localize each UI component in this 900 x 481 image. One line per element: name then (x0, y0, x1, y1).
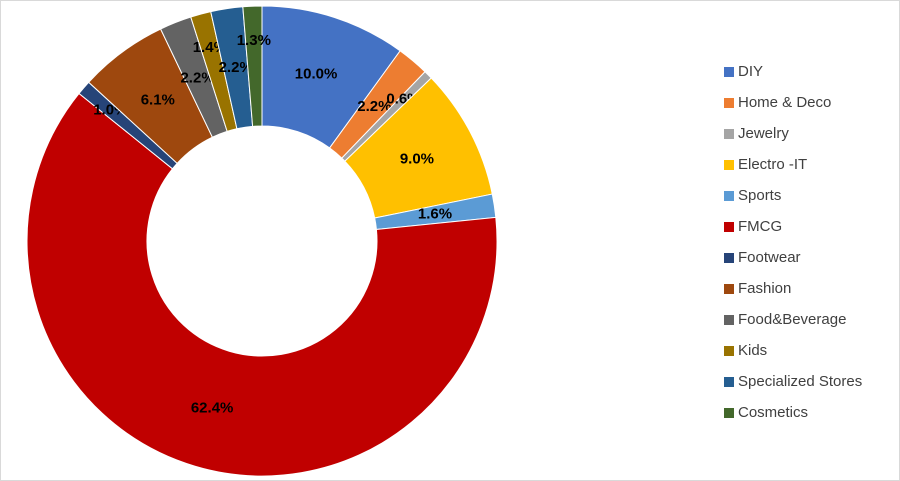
legend-label: Cosmetics (738, 404, 808, 421)
legend-label: DIY (738, 63, 763, 80)
value-label: 2.2% (219, 59, 253, 76)
legend-label: Fashion (738, 280, 791, 297)
legend-marker (724, 284, 734, 294)
legend-marker (724, 222, 734, 232)
legend-label: FMCG (738, 218, 782, 235)
legend-marker (724, 253, 734, 263)
legend-marker (724, 160, 734, 170)
legend-label: Home & Deco (738, 94, 831, 111)
legend-label: Sports (738, 187, 781, 204)
value-label: 9.0% (400, 151, 434, 168)
legend-label: Food&Beverage (738, 311, 846, 328)
legend-marker (724, 129, 734, 139)
value-label: 6.1% (141, 91, 175, 108)
legend-label: Footwear (738, 249, 801, 266)
value-label: 62.4% (191, 400, 234, 417)
legend-marker (724, 315, 734, 325)
value-label: 1.6% (418, 206, 452, 223)
legend-marker (724, 98, 734, 108)
donut-slice (26, 92, 498, 477)
legend-label: Jewelry (738, 125, 789, 142)
legend-marker (724, 377, 734, 387)
legend-marker (724, 346, 734, 356)
legend-marker (724, 67, 734, 77)
value-label: 2.2% (180, 69, 214, 86)
legend-marker (724, 191, 734, 201)
value-label: 10.0% (295, 66, 338, 83)
legend-label: Specialized Stores (738, 373, 862, 390)
legend-marker (724, 408, 734, 418)
legend-label: Electro -IT (738, 156, 807, 173)
donut-slice (242, 5, 263, 127)
value-label: 2.2% (357, 98, 391, 115)
legend-label: Kids (738, 342, 767, 359)
value-label: 1.3% (237, 32, 271, 49)
